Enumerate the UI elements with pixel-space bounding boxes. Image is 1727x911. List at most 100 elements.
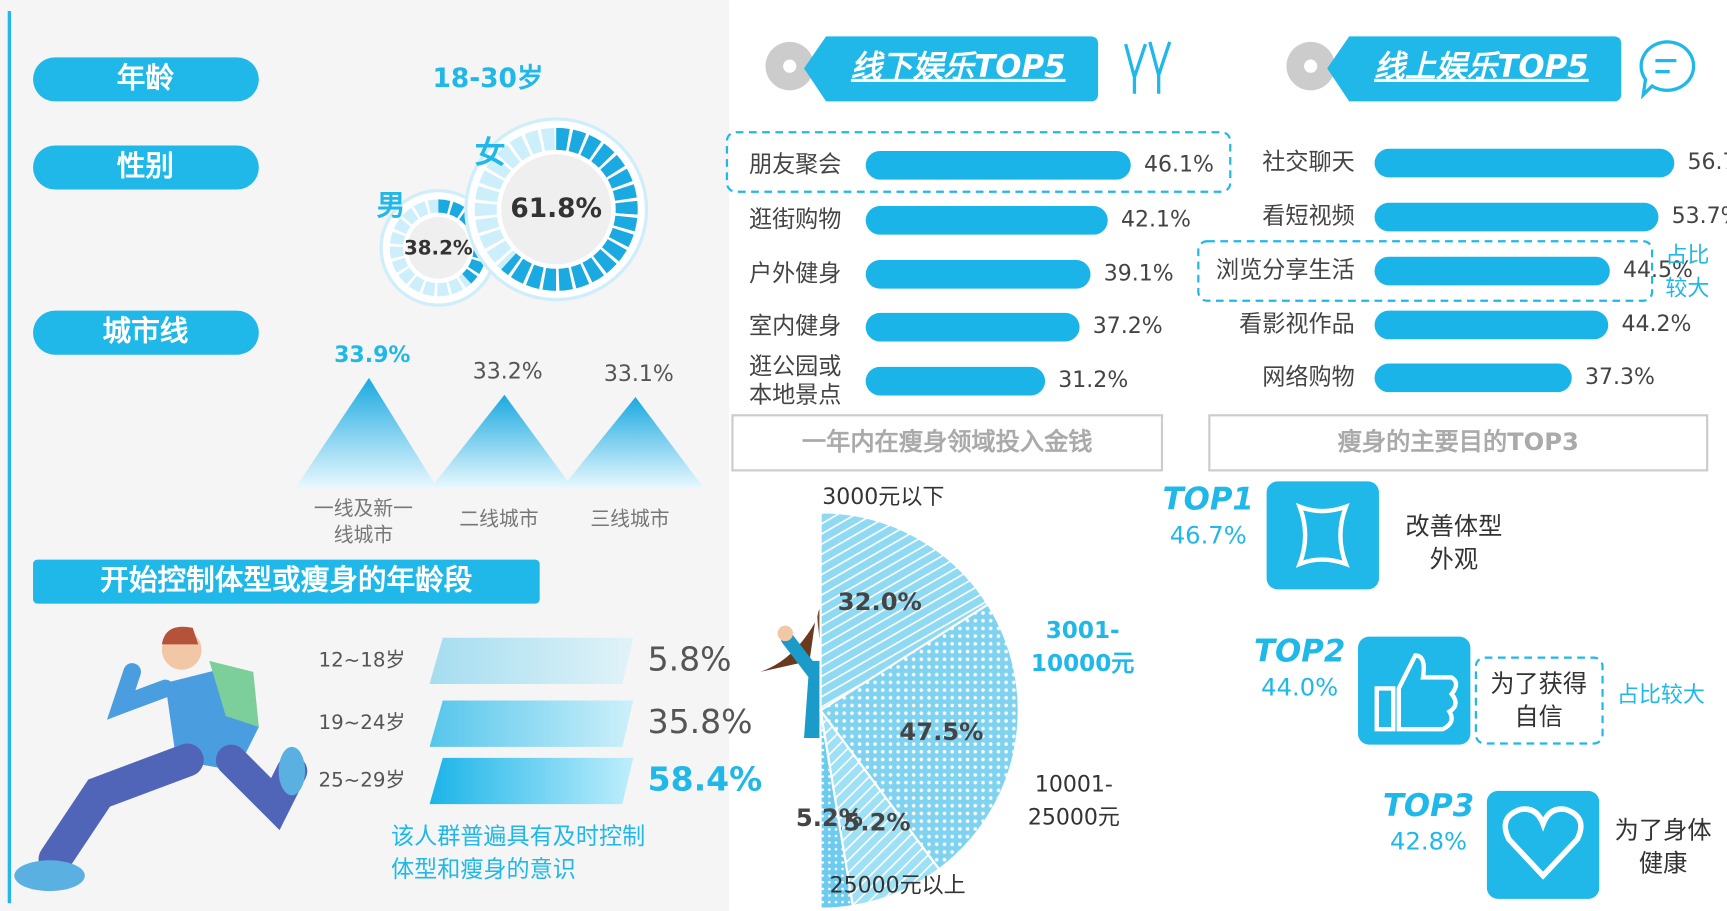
rank-label: TOP3	[1383, 788, 1474, 824]
bar	[1374, 148, 1675, 178]
value-label: 56.7%	[1688, 150, 1727, 175]
category-label: 浏览分享生活	[1216, 258, 1355, 284]
category-label: 25~29岁	[318, 768, 405, 791]
category-label: 改善体型外观	[1405, 513, 1502, 574]
value-label: 32.0%	[838, 588, 922, 616]
panel-accent	[7, 11, 12, 904]
bar	[429, 700, 634, 747]
category-label: 一线及新一线城市	[314, 496, 413, 545]
category-label: 看影视作品	[1239, 311, 1355, 337]
bar	[865, 312, 1080, 342]
category-label: 户外健身	[749, 261, 841, 287]
category-label: 逛公园或本地景点	[749, 353, 841, 408]
city-label: 城市线	[102, 314, 188, 348]
pill	[33, 57, 259, 102]
pill-labels	[33, 57, 540, 604]
ring-rest	[389, 199, 472, 297]
category-label: 三线城市	[590, 507, 669, 530]
age-label: 年龄	[117, 60, 175, 94]
annotation: 占比较大	[1617, 683, 1705, 708]
value-label: 42.1%	[1121, 207, 1191, 232]
category-label: 二线城市	[459, 507, 538, 530]
section-box	[731, 414, 1164, 472]
rank-title: 瘦身的主要目的TOP3	[1338, 428, 1579, 456]
ring-core	[501, 154, 612, 265]
value-label: 35.8%	[648, 702, 753, 741]
category-label: 12~18岁	[318, 648, 405, 671]
value-label: 44.5%	[1623, 258, 1693, 283]
bar	[865, 150, 1131, 180]
mountain	[295, 377, 438, 488]
bar	[1374, 202, 1659, 232]
bar	[865, 260, 1091, 289]
pill	[33, 310, 259, 355]
category-label: 25000元以上	[830, 874, 966, 899]
bar	[429, 637, 634, 685]
value-label: 33.2%	[473, 360, 543, 385]
value-label: 47.5%	[899, 718, 983, 746]
age-value: 18-30岁	[432, 63, 543, 94]
pie-title: 一年内在瘦身领域投入金钱	[802, 428, 1093, 456]
highlight-box	[1197, 240, 1654, 302]
bar	[1374, 363, 1572, 393]
highlight-box	[725, 131, 1232, 193]
category-label: 逛街购物	[749, 207, 841, 233]
annotation: 占比较大	[1665, 244, 1709, 302]
bar	[865, 206, 1108, 235]
ring-value	[501, 127, 638, 291]
category-label: 社交聊天	[1262, 150, 1354, 176]
header-offline	[765, 36, 1172, 102]
value-label: 44.2%	[1621, 312, 1691, 337]
gender-label: 性别	[117, 148, 174, 182]
category-label: 朋友聚会	[749, 152, 841, 178]
value-label: 37.3%	[1585, 365, 1655, 390]
bar	[1374, 310, 1609, 340]
rank-icons	[1266, 481, 1604, 899]
category-label: 3001-10000元	[1031, 618, 1135, 677]
mountain	[561, 397, 704, 488]
bar	[429, 757, 634, 805]
category-label: 室内健身	[749, 314, 841, 340]
value-label: 33.1%	[604, 362, 674, 387]
header-online	[1286, 36, 1696, 102]
running-man	[14, 626, 308, 892]
value-label: 44.0%	[1261, 673, 1338, 701]
value-label: 53.7%	[1672, 204, 1727, 229]
value-label: 39.1%	[1104, 261, 1174, 286]
age-range-title: 开始控制体型或瘦身的年龄段	[100, 563, 473, 597]
ring-value	[438, 199, 487, 284]
value-label: 42.8%	[1390, 828, 1467, 856]
pie-slice	[819, 710, 855, 910]
pill	[33, 145, 259, 190]
bar	[865, 366, 1046, 396]
rank-label: TOP2	[1254, 634, 1345, 670]
value-label: 38.2%	[404, 236, 473, 259]
value-label: 33.9%	[334, 343, 410, 368]
ring-core	[407, 217, 470, 279]
title-bar	[33, 559, 540, 604]
category-label: 3000元以下	[822, 485, 944, 510]
rank-label: TOP1	[1163, 482, 1254, 518]
pie-slice	[819, 709, 941, 908]
category-label: 看短视频	[1262, 204, 1354, 230]
online-title: 线上娱乐TOP5	[1374, 49, 1589, 85]
category-label: 女	[475, 135, 506, 171]
ring-rest	[474, 127, 557, 270]
value-label: 58.4%	[648, 759, 763, 798]
annotation: 该人群普遍具有及时控制体型和瘦身的意识	[391, 824, 645, 883]
value-label: 46.1%	[1144, 152, 1214, 177]
value-label: 61.8%	[510, 193, 602, 224]
bar	[1374, 256, 1610, 286]
category-label: 为了身体健康	[1615, 817, 1712, 878]
pie-slice	[818, 602, 1020, 871]
category-label: 10001-25000元	[1028, 772, 1120, 830]
value-label: 46.7%	[1170, 521, 1247, 549]
value-label: 37.2%	[1093, 314, 1163, 339]
section-box	[1208, 414, 1709, 472]
pie-slice	[819, 511, 990, 713]
value-label: 5.2%	[796, 804, 863, 832]
mountain	[430, 394, 573, 488]
category-label: 为了获得自信	[1490, 670, 1587, 731]
category-label: 男	[377, 188, 406, 222]
